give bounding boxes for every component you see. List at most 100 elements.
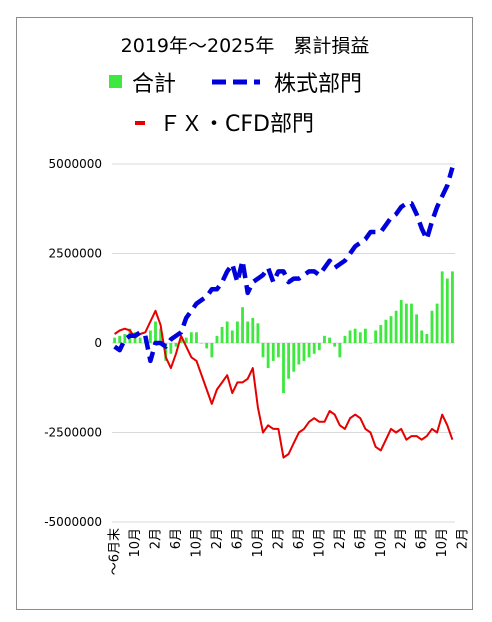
x-tick-label: 10月 <box>251 528 266 558</box>
bar-total <box>307 343 311 358</box>
x-tick-label: 10月 <box>435 528 450 558</box>
bar-total <box>179 339 183 343</box>
bar-total <box>215 335 219 343</box>
bar-total <box>246 321 250 343</box>
y-tick-label: -2500000 <box>44 426 102 440</box>
bar-total <box>184 337 188 343</box>
legend-label-total: 合計 <box>132 72 176 97</box>
x-tick-label: 10月 <box>128 528 143 558</box>
y-tick-label: -5000000 <box>44 515 102 529</box>
bar-total <box>287 343 291 379</box>
bar-total <box>220 326 224 343</box>
bar-total <box>353 328 357 343</box>
chart-frame: 2019年～2025年 累計損益 合計 株式部門 ＦＸ・CFD部門 500000… <box>16 17 473 610</box>
bar-total <box>138 337 142 343</box>
bar-total <box>266 343 270 369</box>
bar-total <box>333 343 337 347</box>
bar-total <box>451 271 454 343</box>
bar-total <box>195 332 198 343</box>
bar-total <box>256 323 260 343</box>
x-tick-label: 6月 <box>169 528 184 549</box>
bar-total <box>394 310 398 343</box>
legend-swatch-total <box>109 75 122 88</box>
bar-total <box>154 321 157 343</box>
y-tick-label: 2500000 <box>49 247 102 261</box>
bar-total <box>302 343 306 361</box>
bar-total <box>384 319 388 343</box>
legend: 合計 株式部門 ＦＸ・CFD部門 <box>109 72 362 137</box>
y-tick-label: 5000000 <box>49 157 102 171</box>
bar-total <box>445 278 449 343</box>
total-bars <box>113 271 454 394</box>
bar-total <box>374 330 378 343</box>
bar-total <box>113 337 116 343</box>
line-fx-cfd <box>114 309 454 459</box>
bar-total <box>399 300 403 343</box>
bar-total <box>338 343 342 358</box>
bar-total <box>297 343 301 365</box>
x-tick-label: 2月 <box>456 528 471 549</box>
bar-total <box>282 343 285 394</box>
x-tick-label: 10月 <box>374 528 389 558</box>
bar-total <box>323 335 326 343</box>
bar-total <box>169 343 173 354</box>
x-tick-label: 2月 <box>210 528 225 549</box>
bar-total <box>189 332 193 343</box>
bar-total <box>435 303 439 343</box>
bar-total <box>425 334 429 343</box>
x-tick-label: 6月 <box>353 528 368 549</box>
bar-total <box>205 343 209 349</box>
y-axis-tick-labels: 5000000 2500000 0 -2500000 -5000000 <box>44 157 102 529</box>
chart-svg: 2019年～2025年 累計損益 合計 株式部門 ＦＸ・CFD部門 500000… <box>44 35 471 575</box>
bar-total <box>159 328 163 343</box>
bar-total <box>230 330 234 343</box>
bar-total <box>174 343 178 347</box>
x-tick-label: ～6月末 <box>108 528 123 575</box>
bar-total <box>328 337 331 343</box>
bar-total <box>276 343 280 358</box>
bar-total <box>364 328 367 343</box>
bar-total <box>404 303 408 343</box>
x-axis-tick-labels: ～6月末 10月 2月 6月 10月 2月 6月 10月 2月 6月 10月 2月 6月 10月 2月 6月 1… <box>108 528 471 575</box>
bar-total <box>210 343 214 358</box>
bar-total <box>348 330 352 343</box>
legend-label-fx: ＦＸ・CFD部門 <box>159 112 314 137</box>
legend-label-stock: 株式部門 <box>274 72 362 97</box>
bar-total <box>415 314 419 343</box>
bar-total <box>369 343 372 344</box>
x-tick-label: 6月 <box>415 528 430 549</box>
line-stock <box>113 166 455 364</box>
x-tick-label: 10月 <box>190 528 205 558</box>
bar-total <box>343 335 347 343</box>
bar-total <box>312 343 316 354</box>
y-tick-label: 0 <box>94 336 102 350</box>
bar-total <box>410 303 413 343</box>
x-tick-label: 2月 <box>271 528 286 549</box>
bar-total <box>200 343 203 344</box>
x-tick-label: 6月 <box>292 528 307 549</box>
bar-total <box>241 307 244 343</box>
bar-total <box>389 316 393 343</box>
x-tick-label: 2月 <box>149 528 164 549</box>
series-lines <box>113 166 455 459</box>
x-tick-label: 6月 <box>230 528 245 549</box>
bar-total <box>123 334 127 343</box>
bar-total <box>440 271 444 343</box>
bar-total <box>118 335 122 343</box>
bar-total <box>261 343 265 358</box>
bar-total <box>271 343 275 361</box>
bar-total <box>236 321 239 343</box>
bar-total <box>430 310 434 343</box>
bar-total <box>379 325 383 343</box>
bar-total <box>292 343 296 372</box>
bar-total <box>420 330 424 343</box>
bar-total <box>317 343 321 351</box>
bar-total <box>358 332 362 343</box>
chart-title: 2019年～2025年 累計損益 <box>121 35 370 57</box>
x-tick-label: 10月 <box>312 528 327 558</box>
x-tick-label: 2月 <box>333 528 348 549</box>
bar-total <box>148 330 152 343</box>
bar-total <box>251 317 255 343</box>
x-tick-label: 2月 <box>394 528 409 549</box>
bar-total <box>225 321 229 343</box>
